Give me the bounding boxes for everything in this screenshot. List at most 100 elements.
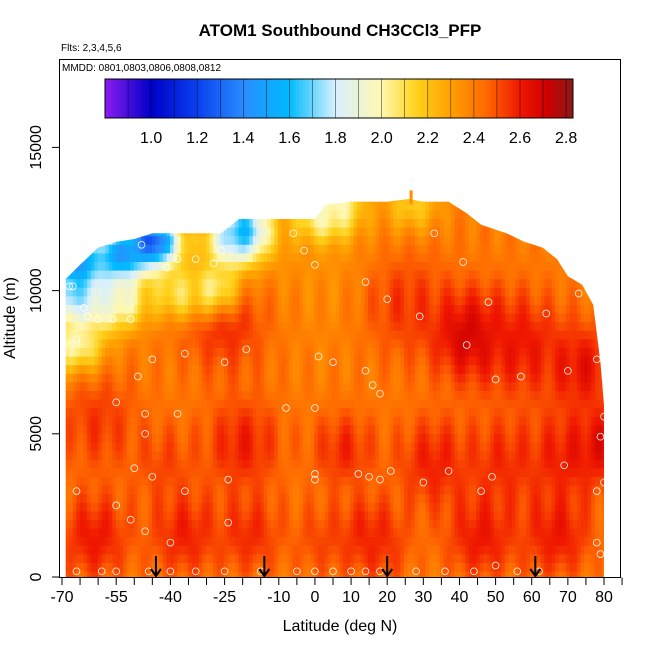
heatmap-cell bbox=[396, 279, 401, 289]
heatmap-cell bbox=[209, 408, 214, 418]
heatmap-cell bbox=[216, 459, 221, 469]
heatmap-cell bbox=[342, 236, 347, 246]
heatmap-cell bbox=[177, 365, 182, 375]
heatmap-cell bbox=[152, 348, 156, 357]
heatmap-cell bbox=[404, 287, 408, 297]
heatmap-cell bbox=[242, 244, 246, 254]
heatmap-cell bbox=[562, 468, 567, 478]
heatmap-cell bbox=[112, 408, 117, 418]
heatmap-cell bbox=[126, 399, 131, 409]
heatmap-cell bbox=[270, 227, 275, 237]
heatmap-cell bbox=[141, 270, 146, 280]
heatmap-cell bbox=[447, 210, 452, 220]
heatmap-cell bbox=[606, 288, 610, 297]
heatmap-cell bbox=[231, 201, 236, 211]
heatmap-cell bbox=[371, 244, 376, 254]
heatmap-cell bbox=[368, 434, 372, 443]
heatmap-cell bbox=[159, 459, 164, 469]
heatmap-cell bbox=[195, 201, 200, 211]
heatmap-cell bbox=[123, 330, 128, 340]
heatmap-cell bbox=[364, 210, 369, 220]
heatmap-cell bbox=[360, 227, 365, 237]
heatmap-cell bbox=[173, 408, 178, 418]
heatmap-cell bbox=[202, 313, 207, 323]
heatmap-cell bbox=[350, 210, 354, 220]
heatmap-cell bbox=[256, 313, 261, 323]
heatmap-cell bbox=[454, 382, 459, 392]
heatmap-cell bbox=[216, 201, 221, 211]
heatmap-cell bbox=[166, 356, 171, 366]
heatmap-cell bbox=[486, 262, 491, 271]
heatmap-cell bbox=[202, 287, 207, 297]
heatmap-cell bbox=[382, 330, 387, 340]
heatmap-cell bbox=[533, 287, 538, 297]
heatmap-cell bbox=[317, 399, 322, 409]
heatmap-cell bbox=[123, 365, 128, 375]
heatmap-cell bbox=[105, 322, 110, 332]
heatmap-cell bbox=[119, 244, 124, 254]
heatmap-cell bbox=[602, 227, 605, 237]
heatmap-cell bbox=[292, 442, 297, 452]
heatmap-cell bbox=[346, 199, 351, 203]
heatmap-cell bbox=[468, 210, 473, 220]
heatmap-cell bbox=[245, 330, 250, 340]
heatmap-cell bbox=[436, 442, 441, 452]
heatmap-cell bbox=[274, 199, 279, 203]
heatmap-cell bbox=[188, 227, 192, 237]
heatmap-cell bbox=[270, 399, 275, 409]
heatmap-cell bbox=[159, 348, 164, 357]
heatmap-cell bbox=[134, 339, 138, 349]
heatmap-cell bbox=[389, 201, 394, 211]
heatmap-cell bbox=[508, 322, 513, 332]
heatmap-cell bbox=[119, 270, 124, 280]
heatmap-cell bbox=[252, 227, 257, 237]
heatmap-cell bbox=[249, 296, 254, 306]
heatmap-cell bbox=[515, 451, 520, 461]
heatmap-cell bbox=[598, 253, 603, 263]
heatmap-cell bbox=[508, 391, 513, 400]
heatmap-cell bbox=[130, 227, 135, 237]
heatmap-cell bbox=[393, 199, 398, 203]
heatmap-cell bbox=[357, 382, 362, 392]
heatmap-cell bbox=[137, 382, 142, 392]
heatmap-cell bbox=[288, 322, 293, 332]
heatmap-cell bbox=[299, 305, 304, 314]
heatmap-cell bbox=[281, 236, 286, 246]
heatmap-cell bbox=[353, 373, 358, 383]
heatmap-cell bbox=[569, 339, 574, 349]
heatmap-cell bbox=[443, 199, 448, 203]
heatmap-cell bbox=[540, 287, 545, 297]
heatmap-cell bbox=[188, 451, 192, 461]
heatmap-cell bbox=[407, 339, 412, 349]
heatmap-cell bbox=[332, 339, 336, 349]
heatmap-cell bbox=[540, 356, 545, 366]
heatmap-cell bbox=[191, 348, 196, 357]
heatmap-cell bbox=[594, 459, 599, 469]
heatmap-cell bbox=[126, 408, 131, 418]
heatmap-cell bbox=[594, 227, 599, 237]
heatmap-cell bbox=[504, 442, 509, 452]
heatmap-cell bbox=[382, 356, 387, 366]
heatmap-cell bbox=[371, 219, 376, 228]
heatmap-cell bbox=[396, 244, 401, 254]
heatmap-cell bbox=[72, 434, 77, 443]
heatmap-cell bbox=[116, 244, 120, 254]
heatmap-cell bbox=[558, 262, 563, 271]
heatmap-cell bbox=[594, 296, 599, 306]
heatmap-cell bbox=[274, 442, 279, 452]
heatmap-cell bbox=[501, 296, 506, 306]
heatmap-cell bbox=[526, 425, 531, 435]
heatmap-cell bbox=[375, 219, 380, 228]
heatmap-cell bbox=[566, 399, 570, 409]
heatmap-cell bbox=[263, 201, 268, 211]
heatmap-cell bbox=[414, 425, 419, 435]
heatmap-cell bbox=[548, 199, 552, 203]
heatmap-cell bbox=[414, 270, 419, 280]
heatmap-cell bbox=[94, 442, 99, 452]
heatmap-cell bbox=[357, 451, 362, 461]
heatmap-cell bbox=[274, 313, 279, 323]
chart-title: ATOM1 Southbound CH3CCl3_PFP bbox=[199, 21, 482, 40]
heatmap-cell bbox=[317, 210, 322, 220]
heatmap-cell bbox=[101, 468, 106, 478]
heatmap-cell bbox=[180, 365, 185, 375]
